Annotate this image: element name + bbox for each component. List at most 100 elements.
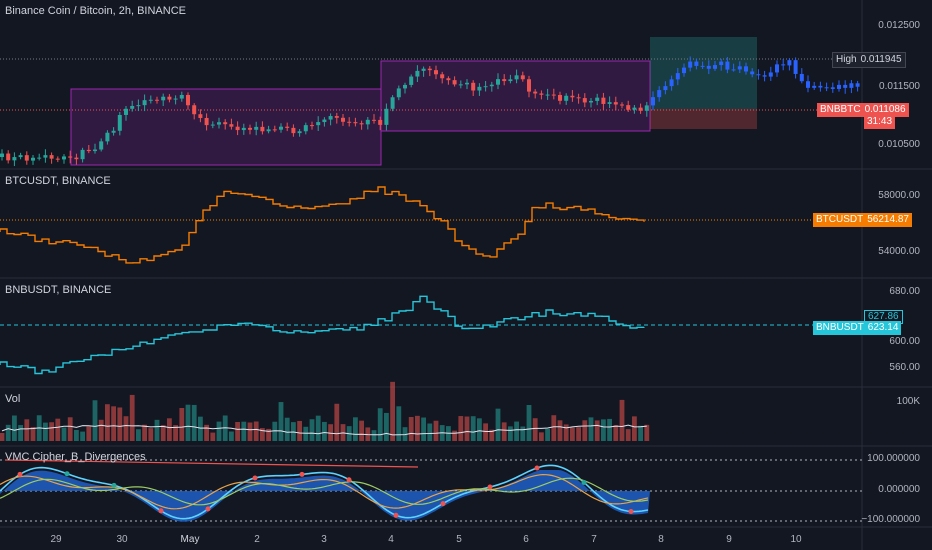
candle-body [675,73,680,80]
candle-body [601,97,606,104]
vmc-signal-dot [628,509,634,514]
candle-body [272,129,277,131]
candle-body [266,129,271,132]
time-tick: 3 [321,534,327,545]
btc-line-series[interactable] [0,186,645,264]
candle-body [731,69,736,71]
volume-bar [384,412,389,441]
volume-bar [377,408,383,441]
range-box-2[interactable] [380,60,651,132]
range-box-1[interactable] [70,88,382,166]
bnb-last-price-tag: BNBUSDT 623.14 [813,321,902,335]
last-value: 0.011086 [864,104,906,115]
candle-body [427,68,432,71]
volume-bar [408,417,414,441]
candle-body [539,93,544,95]
volume-bar [539,432,544,441]
btc-pane-title[interactable]: BTCUSDT, BINANCE [5,175,111,187]
candle-body [706,65,711,69]
candle-body [241,127,246,131]
candle-body [204,117,209,126]
candle-body [173,98,178,100]
candle-body [378,119,383,125]
vmc-money-flow [0,477,649,506]
vmc-pane-title[interactable]: VMC Cipher_B_Divergences [5,451,146,463]
candle-body [756,74,761,76]
volume-bar [260,428,265,441]
volume-bar [470,416,476,441]
candle-body [254,126,259,130]
time-tick: 6 [523,534,529,545]
bnb-last-value: 623.14 [867,322,899,333]
candle-body [403,84,407,89]
volume-bar [477,418,482,441]
candle-body [694,61,699,66]
candle-body [55,158,60,160]
volume-bar [551,415,557,441]
volume-bar [328,424,333,441]
volume-bar [303,426,309,441]
volume-bar [229,431,234,441]
candle-body [700,65,705,67]
time-tick: 30 [116,534,128,545]
volume-bar [191,404,197,441]
bnb-line-series[interactable] [0,295,645,375]
volume-bar [508,426,513,441]
candlestick-series[interactable] [0,56,860,167]
volume-bar [173,425,178,441]
vmc-signal-dot [393,512,399,518]
candle-body [663,86,668,91]
candle-body [167,96,172,100]
volume-bar [563,424,569,441]
candle-body [0,153,4,157]
candle-body [297,131,302,134]
volume-bar [557,420,563,441]
volume-bar [142,424,147,441]
candle-body [843,84,848,88]
volume-bar [632,416,637,441]
volume-bar [570,427,575,441]
candle-body [651,97,655,106]
long-position-target-zone[interactable] [650,37,757,109]
candle-body [632,107,637,110]
candle-body [855,83,860,87]
volume-bar [123,416,129,441]
volume-bar [0,433,5,441]
volume-bar [483,423,488,441]
bar-countdown: 31:43 [864,115,896,129]
bnb-pane-title[interactable]: BNBUSDT, BINANCE [5,284,112,296]
volume-bar [98,419,104,441]
candle-body [520,75,525,80]
long-position-stop-zone[interactable] [650,109,757,129]
candle-body [421,68,426,71]
vmc-wave-area[interactable] [0,470,650,522]
time-tick: 10 [790,534,802,545]
candle-body [248,127,252,130]
volume-pane-title[interactable]: Vol [5,393,21,405]
volume-bar [433,420,439,441]
volume-bar [415,415,420,441]
candle-body [657,90,662,98]
high-label: High [836,54,857,65]
time-tick: 9 [726,534,732,545]
volume-bar [489,429,495,441]
main-chart-title[interactable]: Binance Coin / Bitcoin, 2h, BINANCE [5,5,186,17]
volume-bar [464,416,470,441]
candle-body [744,66,748,72]
candle-body [713,65,717,69]
vmc-wave-2 [0,473,649,510]
candle-body [824,87,829,89]
vmc-signal-dot [581,480,587,485]
candle-body [210,124,215,126]
volume-bar [129,394,135,441]
candle-body [179,94,184,99]
vmc-tick: 0.000000 [878,484,920,495]
volume-tick: 100K [896,396,920,407]
divergence-line [4,459,419,468]
candle-body [235,126,240,131]
vmc-signal-dot [64,471,70,477]
volume-bar [30,427,36,441]
candle-body [514,75,519,80]
volume-bar [495,408,501,441]
